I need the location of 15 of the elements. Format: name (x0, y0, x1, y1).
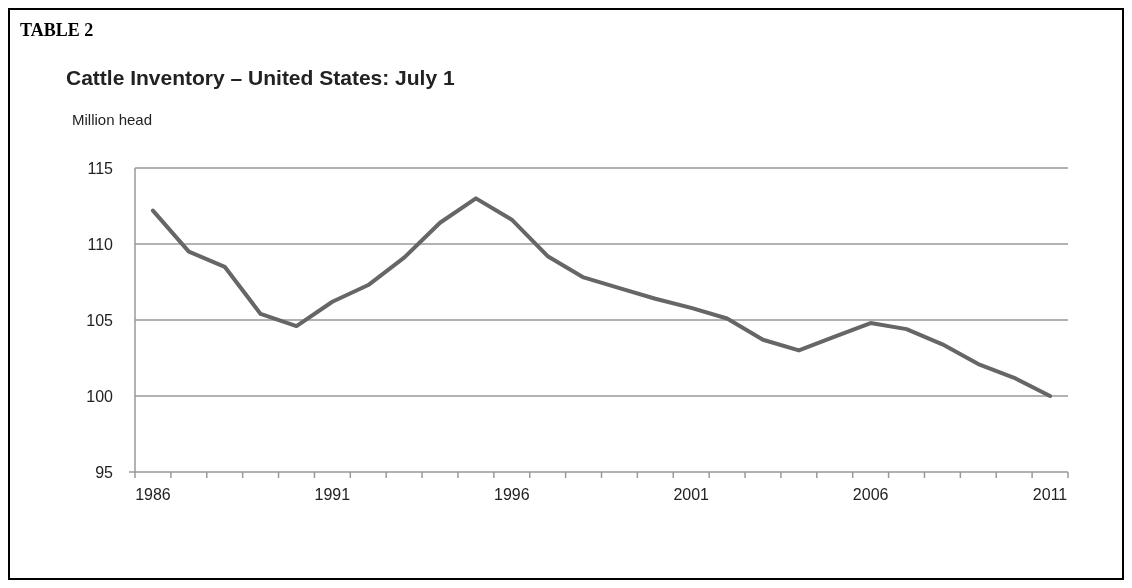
x-tick-label: 1986 (135, 486, 171, 503)
y-tick-label: 110 (87, 235, 114, 253)
chart-title: Cattle Inventory – United States: July 1 (66, 66, 455, 89)
x-tick-label: 1996 (493, 486, 530, 503)
y-tick-label: 105 (86, 311, 114, 329)
x-tick-label: 2011 (1032, 486, 1068, 503)
y-axis-title: Million head (72, 111, 153, 128)
x-tick-label: 2001 (673, 486, 710, 503)
y-tick-label: 95 (95, 463, 114, 481)
line-series (150, 196, 1053, 398)
y-tick-label: 115 (87, 159, 114, 177)
x-tick-label: 1991 (314, 486, 351, 503)
x-tick-label: 2006 (852, 486, 889, 503)
chart-subtitle: TABLE 2 (20, 20, 94, 40)
y-tick-label: 100 (86, 387, 114, 405)
